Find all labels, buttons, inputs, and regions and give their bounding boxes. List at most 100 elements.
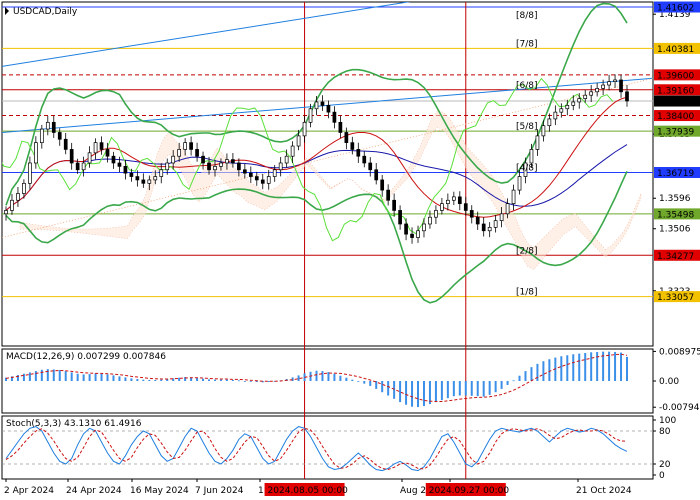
candle-body xyxy=(499,213,504,221)
candle-body xyxy=(469,210,474,218)
candle-body xyxy=(260,179,265,184)
candle-body xyxy=(183,142,187,150)
level-label-box-2 xyxy=(654,69,700,81)
macd-bar xyxy=(542,361,545,381)
date-highlight-label-0: 2024.08.05 00:00 xyxy=(268,486,349,496)
candle-body xyxy=(159,169,164,177)
macd-bar xyxy=(428,381,431,405)
macd-bar xyxy=(219,379,222,381)
candle-body xyxy=(422,223,426,232)
murrey-label-1: [7/8] xyxy=(516,39,538,49)
candle-body xyxy=(577,98,582,103)
candle-body xyxy=(207,162,211,171)
macd-bar xyxy=(178,377,181,381)
candle-body xyxy=(69,149,74,164)
candle-body xyxy=(39,128,44,144)
macd-bar xyxy=(351,379,354,381)
candle-body xyxy=(165,162,170,171)
murrey-label-3: [5/8] xyxy=(516,122,538,132)
macd-bar xyxy=(446,381,449,399)
collapse-arrow-icon xyxy=(5,7,9,15)
macd-bar xyxy=(357,381,360,382)
candle-body xyxy=(326,105,331,113)
macd-bar xyxy=(345,377,348,381)
candle-body xyxy=(302,121,307,137)
macd-bar xyxy=(620,352,623,381)
candle-body xyxy=(153,176,158,181)
candle-body xyxy=(4,210,8,215)
candle-body xyxy=(87,152,92,164)
level-label-box-1 xyxy=(654,42,700,54)
macd-bar xyxy=(106,374,109,381)
candle-body xyxy=(75,162,80,171)
price-tick-label-0: 1.4139 xyxy=(659,10,691,20)
candle-body xyxy=(105,149,110,157)
x-label-1: 24 Apr 2024 xyxy=(66,486,122,496)
macd-bar xyxy=(267,381,270,382)
macd-bar xyxy=(94,373,97,381)
macd-bar xyxy=(243,381,246,382)
candle-body xyxy=(242,169,247,174)
macd-bar xyxy=(76,373,79,381)
macd-bar xyxy=(190,377,193,381)
level-label-box-9 xyxy=(654,249,700,261)
murrey-label-6: [1/8] xyxy=(516,288,538,298)
candle-body xyxy=(505,203,510,215)
candle-body xyxy=(99,142,104,150)
macd-bar xyxy=(434,381,437,403)
candle-body xyxy=(440,203,444,211)
macd-bar xyxy=(494,381,497,393)
macd-bar xyxy=(422,381,425,407)
candle-body xyxy=(541,125,546,137)
macd-bar xyxy=(148,380,151,381)
candle-body xyxy=(547,118,552,127)
candle-body xyxy=(123,166,128,174)
macd-bar xyxy=(142,379,145,381)
macd-bar xyxy=(261,381,264,383)
macd-bar xyxy=(602,351,605,381)
candle-body xyxy=(535,135,540,150)
macd-bar xyxy=(231,380,234,381)
candle-body xyxy=(135,176,140,181)
candle-body xyxy=(589,91,594,96)
candle-body xyxy=(446,199,450,205)
macd-bar xyxy=(375,381,378,389)
macd-tick-label-1: 0.00 xyxy=(659,377,679,387)
candle-body xyxy=(284,155,289,164)
macd-bar xyxy=(476,381,479,397)
macd-bar xyxy=(614,351,617,381)
murrey-label-5: [2/8] xyxy=(516,246,538,256)
level-label-text-1: 1.40381 xyxy=(657,45,694,55)
macd-tick-label-2: -0.007945 xyxy=(659,403,700,413)
candle-body xyxy=(34,142,38,164)
macd-bar xyxy=(548,359,551,381)
macd-bar xyxy=(58,370,61,381)
macd-bar xyxy=(22,373,25,381)
date-highlight-box-1 xyxy=(425,483,506,496)
fast-ma-line xyxy=(5,96,628,218)
macd-bar xyxy=(154,380,157,381)
macd-bar xyxy=(590,352,593,381)
bollinger-lower xyxy=(5,170,628,304)
level-label-text-3: 1.39160 xyxy=(657,86,694,96)
candle-body xyxy=(571,101,576,106)
macd-bar xyxy=(297,375,300,381)
macd-bar xyxy=(381,381,384,393)
macd-bar xyxy=(327,372,330,381)
macd-bar xyxy=(578,353,581,381)
candle-body xyxy=(619,79,623,93)
macd-bar xyxy=(172,378,175,381)
candle-body xyxy=(374,169,379,181)
candle-body xyxy=(57,132,62,140)
candle-body xyxy=(177,149,182,157)
macd-bar xyxy=(112,375,115,381)
macd-bar xyxy=(584,352,587,381)
ichimoku-cloud xyxy=(19,109,642,271)
macd-bar xyxy=(88,374,91,381)
candle-body xyxy=(231,159,235,164)
macd-bar xyxy=(100,373,103,381)
candle-body xyxy=(63,138,68,150)
candle-body xyxy=(404,223,408,235)
murrey-label-4: [4/8] xyxy=(516,164,538,174)
